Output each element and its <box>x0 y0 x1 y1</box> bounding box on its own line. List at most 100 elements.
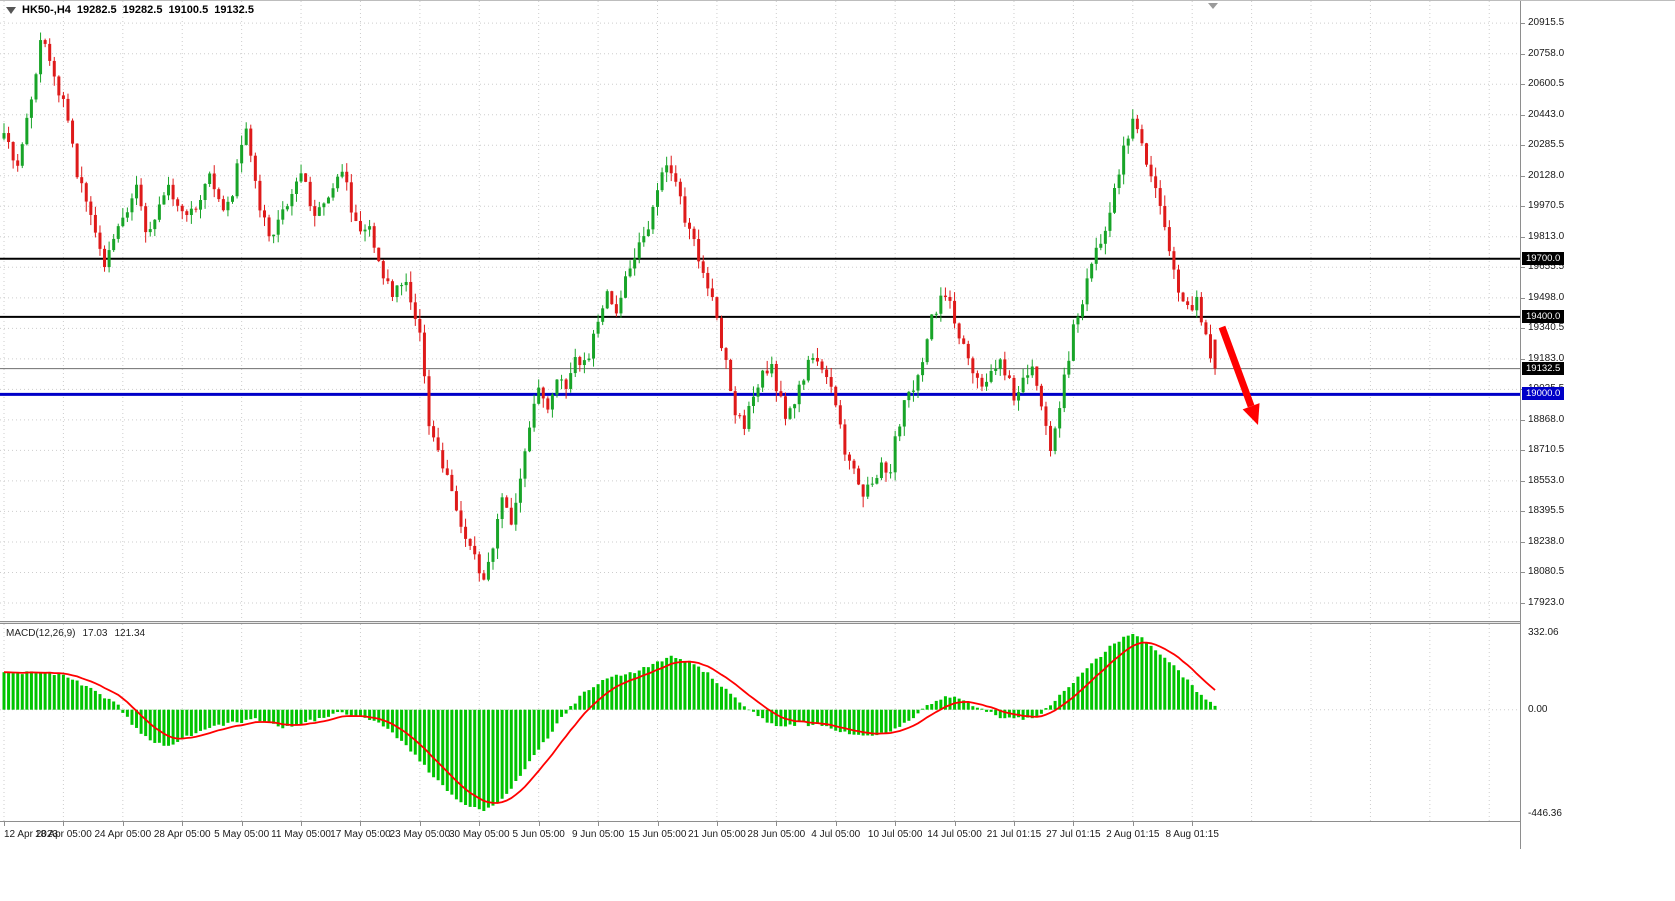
chart-shift-marker[interactable] <box>1208 3 1218 9</box>
open-value: 19282.5 <box>76 4 117 16</box>
time-label: 5 May 05:00 <box>214 829 270 840</box>
time-tick-mark <box>598 822 600 826</box>
candle <box>939 295 943 314</box>
candle <box>1172 251 1176 270</box>
candle <box>308 181 312 207</box>
candle <box>628 268 632 277</box>
candle <box>651 206 655 230</box>
candle <box>957 323 961 339</box>
candle <box>966 343 970 359</box>
candle <box>93 214 97 233</box>
candle <box>400 285 404 287</box>
candle <box>738 415 742 417</box>
candle <box>1149 164 1153 177</box>
candle <box>550 394 554 410</box>
candle <box>354 212 358 221</box>
candle <box>770 364 774 374</box>
macd-main-value: 17.03 <box>82 628 108 639</box>
candle <box>1135 118 1139 130</box>
price-axis[interactable]: 20915.5 20758.0 20600.5 20443.0 20285.5 20128… <box>1520 1 1675 849</box>
price-chart[interactable] <box>0 1 1520 621</box>
candle <box>1122 145 1126 175</box>
candle <box>962 338 966 344</box>
candle <box>930 314 934 340</box>
price-tick-mark <box>1521 23 1525 25</box>
candle <box>815 357 819 362</box>
candle <box>130 198 134 213</box>
price-tick-mark <box>1521 53 1525 55</box>
trend-arrow-annotation[interactable] <box>1218 325 1255 408</box>
candle <box>555 379 559 395</box>
candle <box>25 117 29 145</box>
candle <box>884 462 888 473</box>
candle <box>596 321 600 334</box>
candle <box>646 229 650 237</box>
candle <box>390 281 394 297</box>
candle <box>1117 174 1121 189</box>
one-click-trading-icon[interactable] <box>6 6 16 14</box>
candle <box>240 144 244 164</box>
price-line-badge-19700.0[interactable]: 19700.0 <box>1522 251 1565 265</box>
candle <box>1154 176 1158 189</box>
candle <box>1030 366 1034 376</box>
candle <box>1158 188 1162 206</box>
candle <box>911 390 915 392</box>
candle <box>660 172 664 191</box>
candle <box>326 197 330 204</box>
panel-separator[interactable] <box>0 621 1520 624</box>
price-line-badge-19000.0[interactable]: 19000.0 <box>1522 387 1565 401</box>
price-tick-label: 18395.5 <box>1528 505 1565 517</box>
time-tick-mark <box>241 822 243 826</box>
candle <box>377 247 381 262</box>
macd-indicator-label: MACD(12,26,9) 17.03 121.34 <box>6 628 145 639</box>
macd-scale-bottom: -446.36 <box>1528 808 1562 819</box>
candle <box>1026 375 1030 378</box>
price-tick-label: 18553.0 <box>1528 474 1565 486</box>
candle <box>500 497 504 520</box>
price-tick-label: 18238.0 <box>1528 535 1565 547</box>
price-tick-mark <box>1521 450 1525 452</box>
candle <box>614 304 618 314</box>
candle <box>1012 377 1016 401</box>
candle <box>1035 366 1039 386</box>
candle <box>413 302 417 320</box>
candle <box>226 201 230 211</box>
candle <box>669 165 673 174</box>
price-tick-label: 19340.5 <box>1528 322 1565 334</box>
candle <box>505 497 509 508</box>
macd-scale-top: 332.06 <box>1528 627 1559 638</box>
time-tick-mark <box>182 822 184 826</box>
price-line-badge-19400.0[interactable]: 19400.0 <box>1522 309 1565 323</box>
candle <box>1081 304 1085 317</box>
candle <box>262 210 266 218</box>
time-axis[interactable]: 12 Apr 2023 18 Apr 05:00 24 Apr 05:00 28 Ap… <box>0 821 1675 850</box>
time-tick-mark <box>538 822 540 826</box>
time-label: 30 May 05:00 <box>448 829 510 840</box>
candle <box>541 387 545 399</box>
candle <box>1176 269 1180 293</box>
candle <box>34 74 38 100</box>
candle <box>418 319 422 333</box>
time-label: 21 Jun 05:00 <box>687 829 746 840</box>
price-tick-mark <box>1521 236 1525 238</box>
time-label: 24 Apr 05:00 <box>94 829 152 840</box>
candle <box>75 143 79 178</box>
price-tick-mark <box>1521 267 1525 269</box>
price-line-badge-19132.5[interactable]: 19132.5 <box>1522 361 1565 375</box>
candle <box>509 507 513 525</box>
time-label: 8 Aug 01:15 <box>1165 829 1219 840</box>
candle <box>724 348 728 360</box>
candle <box>340 171 344 177</box>
candle <box>464 526 468 539</box>
price-tick-mark <box>1521 419 1525 421</box>
trend-arrow-head[interactable] <box>1242 403 1260 425</box>
candle <box>765 370 769 374</box>
candle <box>281 209 285 220</box>
macd-indicator-panel[interactable] <box>0 624 1520 821</box>
price-tick-mark <box>1521 297 1525 299</box>
candle <box>1085 278 1089 305</box>
candle <box>747 405 751 429</box>
time-tick-mark <box>835 822 837 826</box>
time-tick-mark <box>122 822 124 826</box>
